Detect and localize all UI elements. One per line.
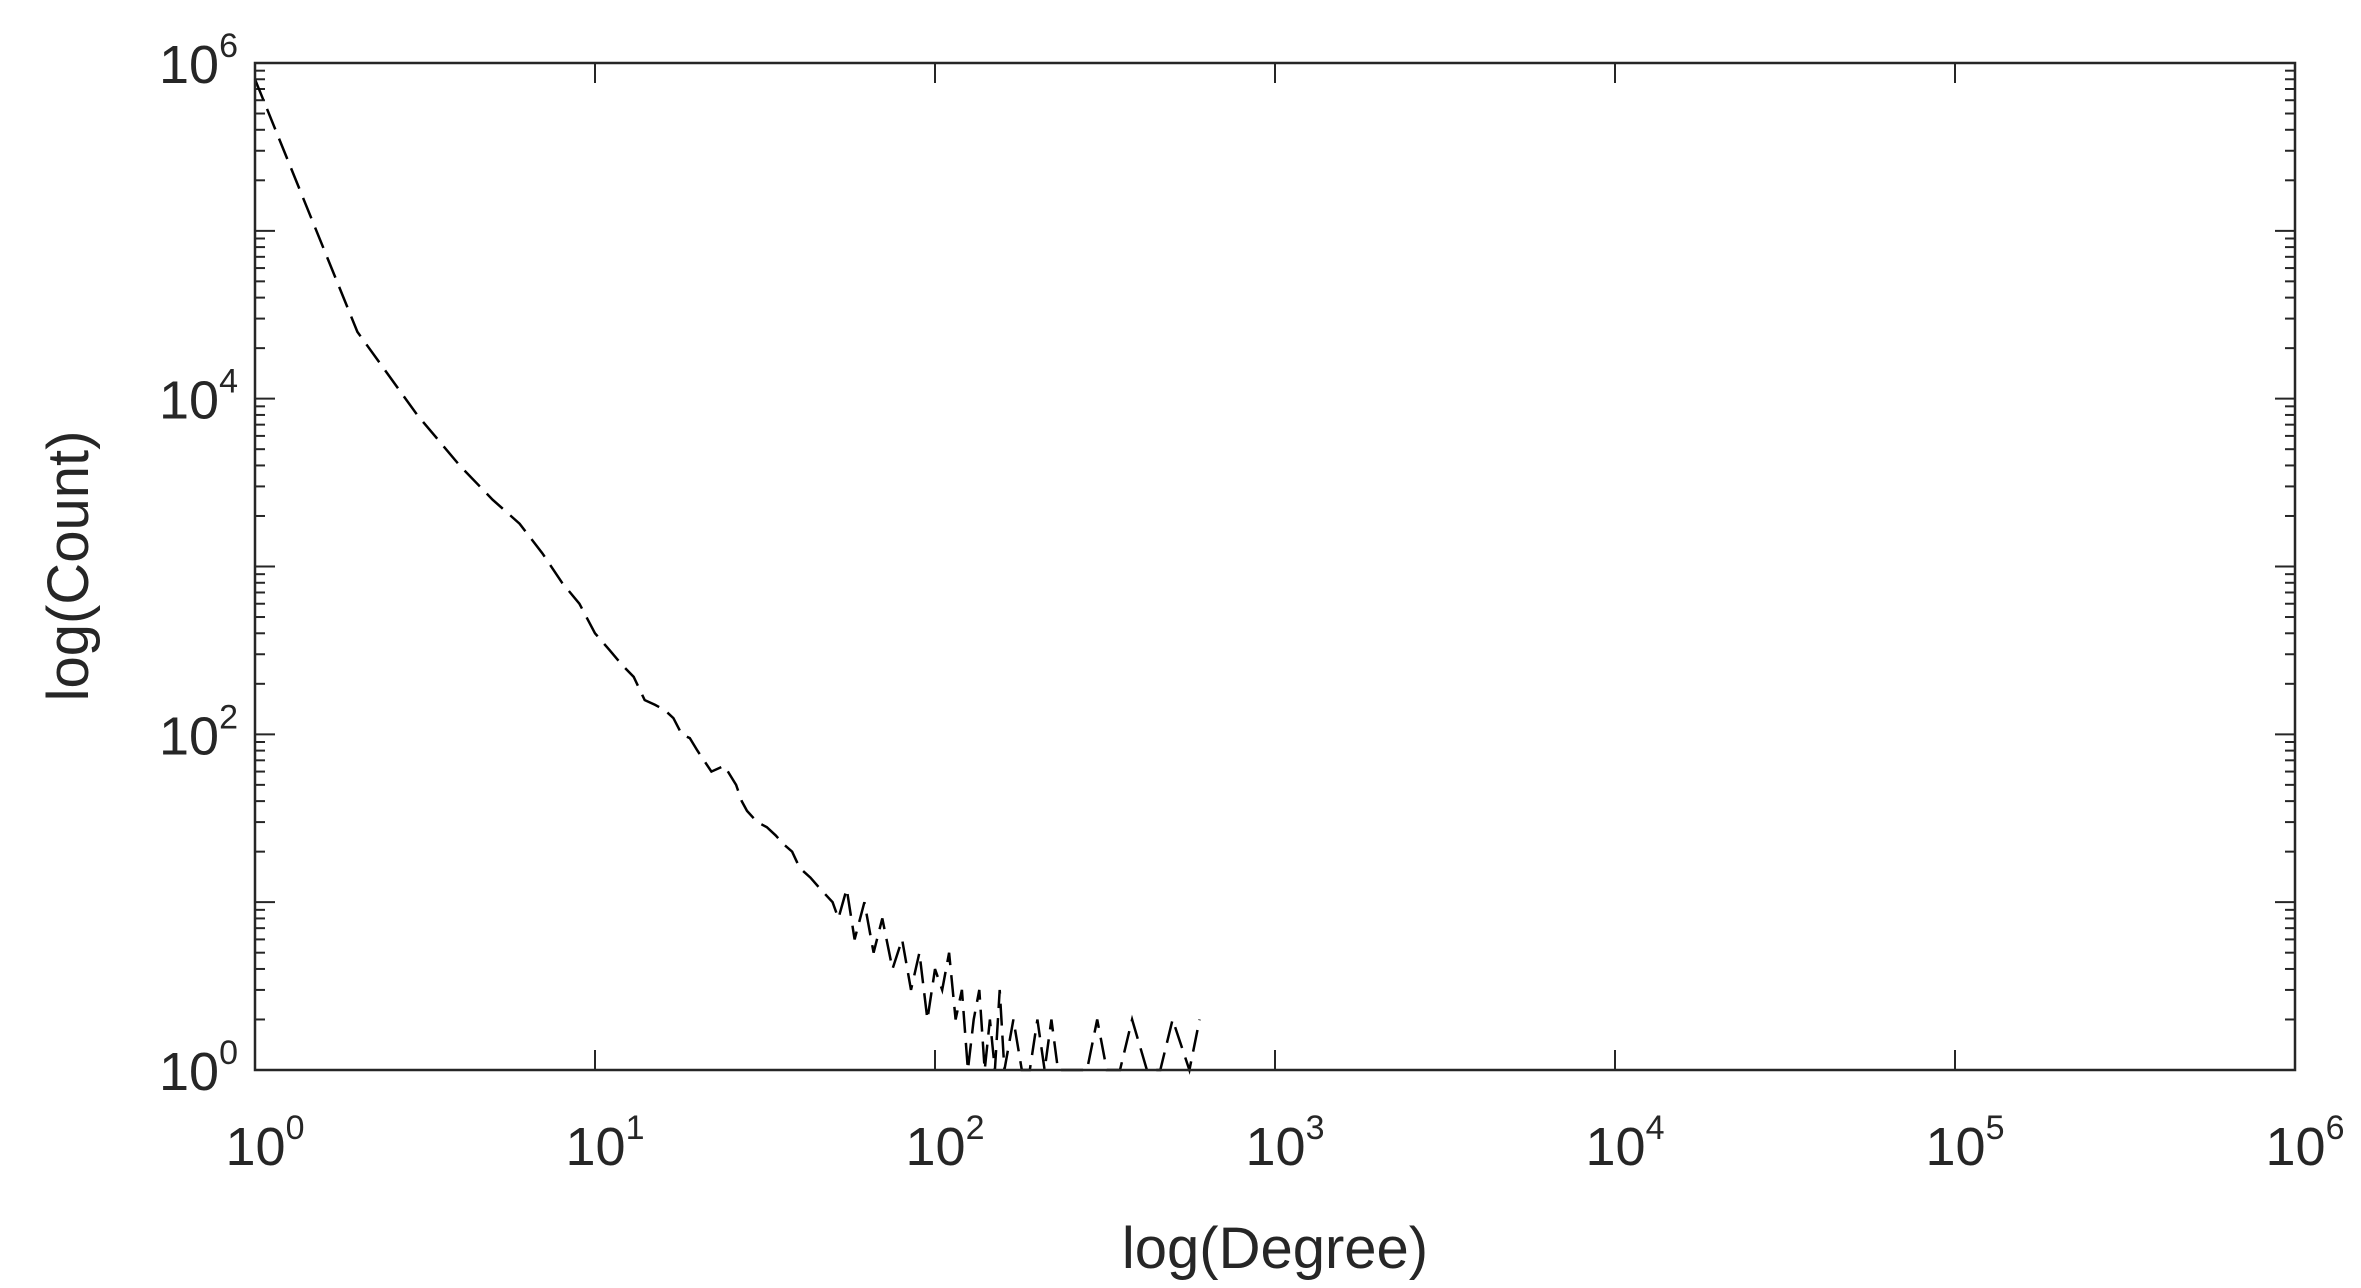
x-tick-label-exponent: 2 [966,1109,985,1147]
y-tick-label: 104 [159,363,238,431]
x-tick-label-base: 10 [906,1117,966,1177]
x-tick-label: 103 [1246,1109,1325,1177]
y-tick-label: 106 [159,27,238,95]
y-tick-label-exponent: 0 [219,1034,238,1072]
y-tick-label-base: 10 [159,35,219,95]
x-tick-label: 102 [906,1109,985,1177]
x-tick-label: 106 [2266,1109,2345,1177]
y-tick-label-base: 10 [159,706,219,766]
y-tick-label-base: 10 [159,1042,219,1102]
x-tick-label-base: 10 [226,1117,286,1177]
x-tick-label: 104 [1586,1109,1665,1177]
x-tick-label-exponent: 5 [1986,1109,2005,1147]
x-tick-label-base: 10 [566,1117,626,1177]
y-tick-label: 102 [159,698,238,766]
x-tick-label-exponent: 1 [626,1109,645,1147]
x-tick-label-exponent: 6 [2326,1109,2345,1147]
y-tick-label-exponent: 4 [219,363,238,401]
plot-frame [253,61,2297,1072]
x-tick-label-base: 10 [1586,1117,1646,1177]
x-tick-label-base: 10 [1926,1117,1986,1177]
x-tick-label-base: 10 [1246,1117,1306,1177]
y-axis-title: log(Count) [36,431,101,702]
y-tick-label-exponent: 2 [219,698,238,736]
y-tick-label: 100 [159,1034,238,1102]
y-tick-label-base: 10 [159,371,219,431]
x-tick-label: 101 [566,1109,645,1177]
x-tick-label-exponent: 3 [1306,1109,1325,1147]
x-tick-label-base: 10 [2266,1117,2326,1177]
x-tick-label-exponent: 0 [286,1109,305,1147]
x-tick-label-exponent: 4 [1646,1109,1665,1147]
x-axis-title: log(Degree) [1122,1216,1428,1281]
x-tick-label: 100 [226,1109,305,1177]
series-line [253,78,1201,1075]
y-tick-label-exponent: 6 [219,27,238,65]
x-tick-label: 105 [1926,1109,2005,1177]
